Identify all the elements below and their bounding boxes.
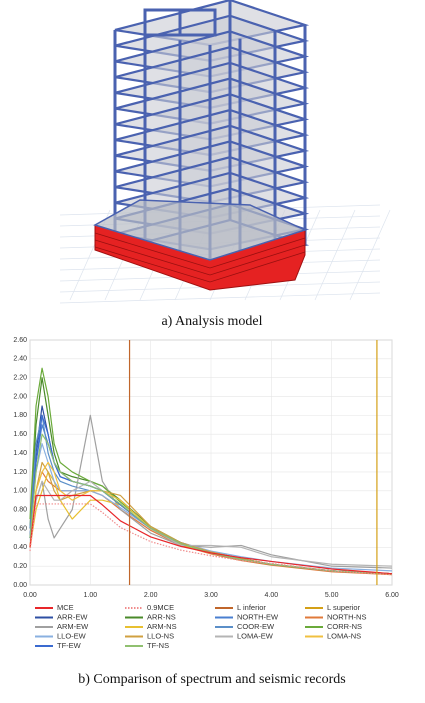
legend-label: ARM-EW — [57, 622, 89, 631]
legend-label: 0.9MCE — [147, 603, 174, 612]
legend-label: LLO-NS — [147, 631, 174, 640]
y-tick-label: 0.20 — [13, 563, 27, 570]
x-tick-label: 1.00 — [84, 592, 98, 599]
y-tick-label: 1.80 — [13, 412, 27, 419]
legend-label: NORTH-NS — [327, 612, 366, 621]
legend-label: CORR-NS — [327, 622, 362, 631]
y-tick-label: 0.60 — [13, 525, 27, 532]
podium-band — [94, 239, 306, 276]
legend-label: L inferior — [237, 603, 266, 612]
x-tick-label: 2.00 — [144, 592, 158, 599]
ground-grid — [59, 292, 381, 304]
legend-label: MCE — [57, 603, 74, 612]
y-tick-label: 0.40 — [13, 544, 27, 551]
ground-grid — [349, 209, 391, 301]
legend-label: TF-NS — [147, 641, 169, 650]
podium-band — [94, 246, 306, 283]
ground-grid — [314, 209, 356, 301]
legend-label: COOR-EW — [237, 622, 275, 631]
series-line — [29, 443, 393, 572]
y-tick-label: 0.00 — [13, 582, 27, 589]
x-tick-label: 0.00 — [23, 592, 37, 599]
series-line — [29, 503, 393, 576]
legend-label: LLO-EW — [57, 631, 87, 640]
legend-label: LOMA-EW — [237, 631, 274, 640]
y-tick-label: 1.20 — [13, 469, 27, 476]
podium-band — [94, 232, 306, 269]
y-tick-label: 2.40 — [13, 356, 27, 363]
y-tick-label: 0.80 — [13, 506, 27, 513]
legend-label: ARR-NS — [147, 612, 176, 621]
legend-label: LOMA-NS — [327, 631, 361, 640]
legend-label: ARM-NS — [147, 622, 177, 631]
legend-label: NORTH-EW — [237, 612, 279, 621]
y-tick-label: 1.00 — [13, 488, 27, 495]
x-tick-label: 3.00 — [204, 592, 218, 599]
legend-label: ARR-EW — [57, 612, 88, 621]
x-tick-label: 6.00 — [385, 592, 399, 599]
y-tick-label: 2.20 — [13, 375, 27, 382]
caption-b: b) Comparison of spectrum and seismic re… — [78, 672, 346, 687]
caption-a: a) Analysis model — [161, 314, 262, 329]
building-model — [59, 0, 391, 304]
legend-label: L superior — [327, 603, 361, 612]
series-line — [29, 494, 393, 575]
podium-top — [93, 199, 308, 261]
y-tick-label: 1.40 — [13, 450, 27, 457]
x-tick-label: 5.00 — [325, 592, 339, 599]
legend-label: TF-EW — [57, 641, 82, 650]
y-tick-label: 2.00 — [13, 393, 27, 400]
y-tick-label: 1.60 — [13, 431, 27, 438]
y-tick-label: 2.60 — [13, 337, 27, 344]
x-tick-label: 4.00 — [265, 592, 279, 599]
series-line — [29, 414, 393, 569]
